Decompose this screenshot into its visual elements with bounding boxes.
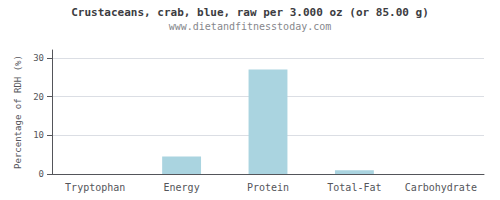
svg-text:10: 10 [33,130,44,140]
svg-text:Protein: Protein [247,182,289,193]
svg-text:Tryptophan: Tryptophan [65,182,125,193]
svg-text:0: 0 [39,169,44,179]
svg-text:20: 20 [33,92,44,102]
svg-text:Carbohydrate: Carbohydrate [405,182,477,193]
svg-text:www.dietandfitnesstoday.com: www.dietandfitnesstoday.com [169,21,332,32]
svg-text:Total-Fat: Total-Fat [327,182,381,193]
svg-text:Percentage of RDH (%): Percentage of RDH (%) [13,55,23,169]
svg-text:Crustaceans, crab, blue, raw p: Crustaceans, crab, blue, raw per 3.000 o… [71,6,429,19]
svg-text:Energy: Energy [164,182,200,193]
svg-text:30: 30 [33,53,44,63]
